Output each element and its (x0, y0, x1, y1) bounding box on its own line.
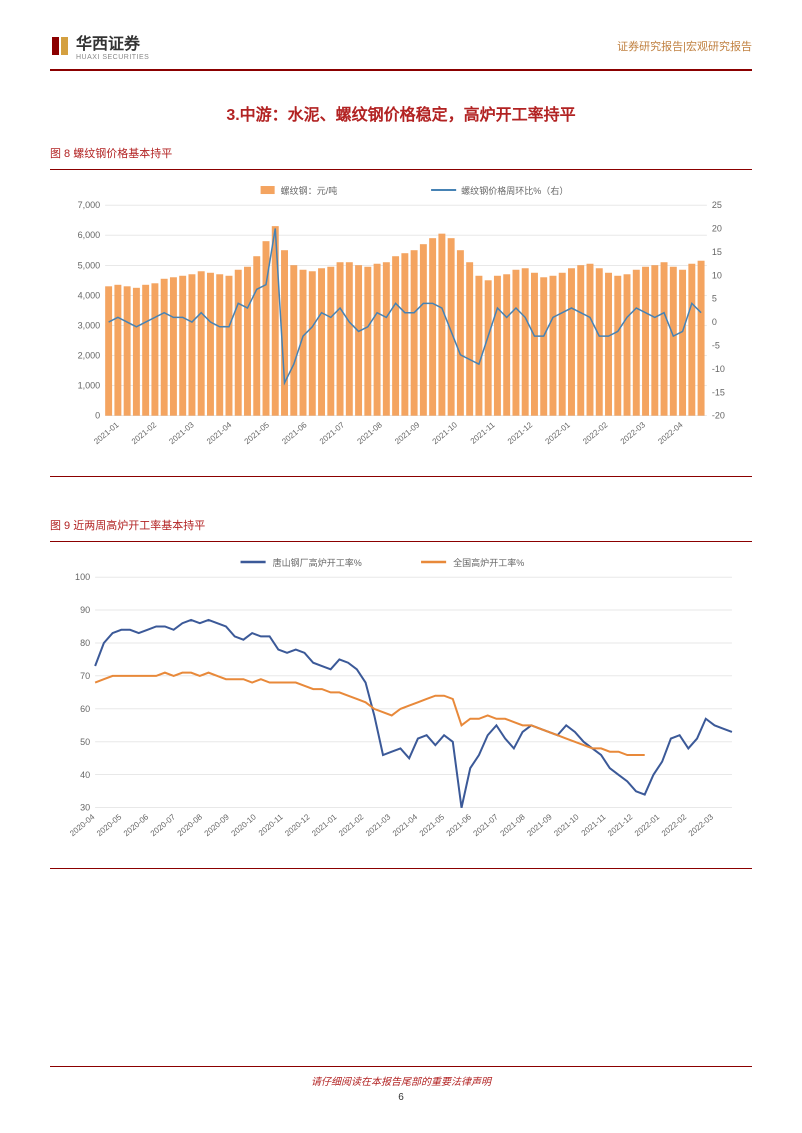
page-footer: 请仔细阅读在本报告尾部的重要法律声明 6 (0, 1066, 802, 1103)
svg-text:2020-08: 2020-08 (176, 812, 205, 838)
svg-text:2021-06: 2021-06 (445, 812, 474, 838)
svg-text:5: 5 (712, 294, 717, 304)
svg-text:-5: -5 (712, 340, 720, 350)
fig9-chart: 唐山钢厂高炉开工率% 全国高炉开工率% 30 40 50 60 70 80 90 100 2020-… (55, 552, 747, 853)
svg-text:2021-07: 2021-07 (472, 812, 501, 838)
svg-text:2022-02: 2022-02 (581, 420, 610, 446)
fig8-container: 螺纹钢：元/吨 螺纹钢价格周环比%（右） 0 1,000 2,000 3,000 4,000… (50, 169, 752, 477)
svg-text:2022-01: 2022-01 (544, 420, 573, 446)
svg-text:2021-06: 2021-06 (280, 420, 309, 446)
svg-text:2022-03: 2022-03 (687, 812, 716, 838)
svg-text:70: 70 (80, 671, 90, 681)
footer-page-number: 6 (0, 1092, 802, 1103)
svg-text:2,000: 2,000 (78, 351, 101, 361)
svg-text:6,000: 6,000 (78, 230, 101, 240)
svg-text:2021-09: 2021-09 (393, 420, 422, 446)
svg-text:15: 15 (712, 247, 722, 257)
svg-text:2022-02: 2022-02 (660, 812, 689, 838)
svg-text:80: 80 (80, 638, 90, 648)
svg-text:1,000: 1,000 (78, 381, 101, 391)
svg-text:2020-12: 2020-12 (283, 812, 312, 838)
svg-text:-10: -10 (712, 364, 725, 374)
svg-text:2021-01: 2021-01 (310, 812, 339, 838)
fig8-chart: 螺纹钢：元/吨 螺纹钢价格周环比%（右） 0 1,000 2,000 3,000 4,000… (55, 180, 747, 461)
footer-rule (50, 1066, 752, 1067)
svg-text:2020-07: 2020-07 (149, 812, 178, 838)
svg-text:40: 40 (80, 770, 90, 780)
svg-text:20: 20 (712, 223, 722, 233)
svg-text:2022-03: 2022-03 (619, 420, 648, 446)
svg-text:2021-08: 2021-08 (498, 812, 527, 838)
svg-text:2021-10: 2021-10 (552, 812, 581, 838)
svg-text:全国高炉开工率%: 全国高炉开工率% (453, 557, 524, 568)
svg-text:2021-02: 2021-02 (337, 812, 366, 838)
svg-text:2020-09: 2020-09 (203, 812, 232, 838)
svg-text:2020-04: 2020-04 (68, 812, 97, 838)
header-doc-type: 证券研究报告|宏观研究报告 (617, 38, 752, 54)
logo-icon (50, 35, 72, 57)
footer-text: 请仔细阅读在本报告尾部的重要法律声明 (0, 1073, 802, 1088)
svg-text:0: 0 (712, 317, 717, 327)
svg-text:2021-03: 2021-03 (364, 812, 393, 838)
svg-text:2021-03: 2021-03 (167, 420, 196, 446)
svg-text:2022-01: 2022-01 (633, 812, 662, 838)
svg-text:2021-04: 2021-04 (205, 420, 234, 446)
svg-text:60: 60 (80, 704, 90, 714)
svg-text:2020-06: 2020-06 (122, 812, 151, 838)
svg-text:10: 10 (712, 270, 722, 280)
fig9-title: 图 9 近两周高炉开工率基本持平 (50, 517, 752, 533)
svg-text:25: 25 (712, 200, 722, 210)
svg-text:2022-04: 2022-04 (656, 420, 685, 446)
svg-text:2021-05: 2021-05 (243, 420, 272, 446)
fig8-title: 图 8 螺纹钢价格基本持平 (50, 145, 752, 161)
page-header: 华西证券 HUAXI SECURITIES 证券研究报告|宏观研究报告 (50, 30, 752, 61)
svg-text:2020-10: 2020-10 (229, 812, 258, 838)
svg-text:2021-11: 2021-11 (469, 420, 497, 446)
svg-text:2021-01: 2021-01 (92, 420, 121, 446)
svg-text:2020-05: 2020-05 (95, 812, 124, 838)
logo: 华西证券 HUAXI SECURITIES (50, 30, 149, 61)
section-title: 3.中游：水泥、螺纹钢价格稳定，高炉开工率持平 (50, 101, 752, 125)
header-rule (50, 69, 752, 71)
logo-text: 华西证券 (76, 30, 149, 54)
svg-text:2021-09: 2021-09 (525, 812, 554, 838)
svg-text:唐山钢厂高炉开工率%: 唐山钢厂高炉开工率% (273, 557, 362, 568)
svg-text:2021-04: 2021-04 (391, 812, 420, 838)
svg-text:螺纹钢：元/吨: 螺纹钢：元/吨 (281, 185, 338, 196)
svg-text:50: 50 (80, 737, 90, 747)
svg-text:5,000: 5,000 (78, 260, 101, 270)
svg-text:0: 0 (95, 411, 100, 421)
logo-subtitle: HUAXI SECURITIES (76, 54, 149, 61)
svg-text:2021-11: 2021-11 (580, 812, 608, 838)
svg-text:2021-02: 2021-02 (130, 420, 159, 446)
svg-text:螺纹钢价格周环比%（右）: 螺纹钢价格周环比%（右） (461, 185, 568, 196)
svg-text:2020-11: 2020-11 (257, 812, 285, 838)
svg-text:2021-07: 2021-07 (318, 420, 347, 446)
svg-text:2021-08: 2021-08 (355, 420, 384, 446)
svg-text:2021-12: 2021-12 (506, 420, 535, 446)
svg-text:2021-05: 2021-05 (418, 812, 447, 838)
svg-text:-15: -15 (712, 387, 725, 397)
svg-text:2021-12: 2021-12 (606, 812, 635, 838)
fig9-container: 唐山钢厂高炉开工率% 全国高炉开工率% 30 40 50 60 70 80 90 100 2020-… (50, 541, 752, 869)
svg-text:4,000: 4,000 (78, 290, 101, 300)
svg-text:7,000: 7,000 (78, 200, 101, 210)
svg-text:30: 30 (80, 803, 90, 813)
svg-text:-20: -20 (712, 411, 725, 421)
svg-text:90: 90 (80, 605, 90, 615)
svg-text:3,000: 3,000 (78, 320, 101, 330)
svg-text:100: 100 (75, 572, 90, 582)
svg-text:2021-10: 2021-10 (431, 420, 460, 446)
